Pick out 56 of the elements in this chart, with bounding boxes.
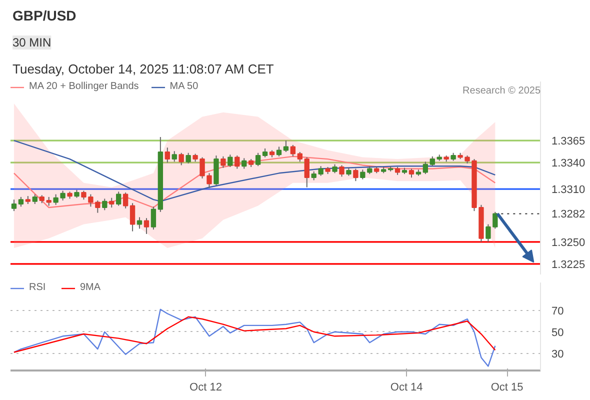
candlestick bbox=[304, 156, 310, 188]
y-tick-label: 30 bbox=[552, 348, 564, 360]
candlestick bbox=[297, 152, 302, 162]
line-series bbox=[13, 308, 496, 367]
candlestick bbox=[220, 156, 226, 168]
line-series bbox=[13, 140, 496, 202]
y-tick-label: 1.3225 bbox=[552, 258, 586, 271]
candlestick bbox=[486, 224, 491, 242]
candlestick bbox=[32, 194, 38, 204]
chart-subtitle: 30 MIN bbox=[12, 36, 52, 50]
y-tick-label: 1.3250 bbox=[552, 236, 586, 249]
candlestick bbox=[290, 144, 296, 157]
candlestick bbox=[18, 196, 24, 208]
annotation: Research © 2025 bbox=[462, 86, 541, 96]
candlestick bbox=[116, 191, 122, 206]
candlestick bbox=[422, 161, 428, 175]
candlestick bbox=[164, 147, 170, 164]
candlestick bbox=[492, 211, 498, 230]
candlestick bbox=[130, 202, 136, 232]
candlestick bbox=[255, 152, 261, 167]
y-tick-label: 50 bbox=[552, 326, 564, 339]
x-tick-label: Oct 14 bbox=[390, 382, 423, 394]
x-tick-label: Oct 15 bbox=[490, 382, 524, 394]
text: Tuesday, October 14, 2025 11:08:07 AM CET bbox=[12, 62, 274, 76]
candlestick bbox=[136, 216, 142, 230]
candlestick bbox=[172, 150, 177, 162]
legend-label: 9MA bbox=[80, 282, 101, 293]
candlestick bbox=[353, 168, 358, 182]
candlestick bbox=[122, 192, 128, 209]
candlestick bbox=[430, 156, 435, 167]
candlestick bbox=[276, 146, 282, 157]
candlestick bbox=[186, 152, 191, 164]
candlestick bbox=[150, 206, 156, 230]
line-series bbox=[13, 316, 496, 353]
legend-label: MA 50 bbox=[170, 81, 198, 92]
candlestick bbox=[283, 140, 289, 152]
y-tick-label: 70 bbox=[552, 305, 564, 318]
x-tick-label: Oct 12 bbox=[190, 382, 222, 394]
candlestick bbox=[318, 166, 324, 176]
candlestick bbox=[339, 164, 344, 178]
candlestick bbox=[228, 154, 233, 168]
legend-label: MA 20 + Bollinger Bands bbox=[29, 81, 139, 92]
chart-title: GBP/USD bbox=[12, 8, 76, 24]
y-tick-label: 1.3365 bbox=[552, 136, 586, 148]
candlestick bbox=[360, 169, 366, 180]
y-tick-label: 1.3282 bbox=[552, 208, 586, 221]
candlestick bbox=[144, 218, 150, 234]
legend-label: RSI bbox=[29, 282, 47, 293]
candlestick bbox=[178, 152, 184, 166]
y-tick-label: 1.3340 bbox=[552, 158, 586, 170]
candlestick bbox=[11, 199, 17, 212]
candlestick bbox=[102, 198, 108, 211]
candlestick bbox=[242, 158, 247, 170]
candlestick bbox=[234, 155, 240, 170]
candlestick bbox=[109, 197, 114, 208]
y-tick-label: 1.3310 bbox=[552, 184, 586, 196]
